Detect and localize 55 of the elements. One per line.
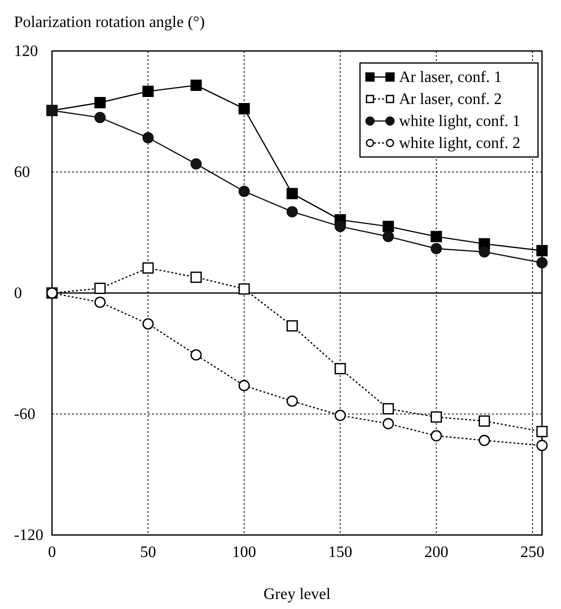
point: [478, 415, 490, 427]
point: [142, 86, 154, 97]
point: [478, 434, 490, 446]
point: [94, 96, 106, 108]
point: [94, 282, 106, 294]
x-tick-label: 50: [140, 544, 156, 561]
point: [430, 430, 442, 442]
point: [382, 418, 394, 430]
point: [286, 395, 298, 407]
point: [238, 186, 250, 198]
x-axis-title: Grey level: [263, 586, 332, 603]
point: [430, 242, 442, 254]
point: [94, 112, 106, 124]
y-tick-label: -60: [14, 406, 36, 423]
legend-label: Ar laser, conf. 2: [399, 91, 502, 108]
point: [430, 230, 442, 242]
point: [536, 257, 548, 268]
y-tick-label: 60: [14, 164, 30, 181]
x-tick-label: 0: [48, 544, 56, 561]
point: [190, 158, 202, 170]
point: [382, 230, 394, 242]
x-tick-label: 200: [424, 544, 448, 561]
point: [536, 440, 548, 452]
point: [238, 103, 250, 114]
point: [142, 318, 154, 330]
point: [286, 188, 298, 200]
point: [190, 272, 202, 283]
point: [190, 349, 202, 361]
point: [536, 426, 548, 438]
point: [382, 403, 394, 414]
point: [286, 206, 298, 218]
point: [334, 362, 346, 374]
point: [238, 283, 250, 295]
x-tick-label: 150: [328, 544, 352, 561]
legend-label: white light, conf. 2: [399, 135, 520, 152]
x-tick-label: 250: [520, 544, 544, 561]
legend-label: white light, conf. 1: [399, 113, 520, 130]
point: [238, 380, 250, 392]
y-tick-label: 120: [14, 43, 38, 60]
y-tick-label: -120: [14, 527, 44, 544]
legend-label: Ar laser, conf. 1: [399, 69, 502, 86]
point: [536, 245, 548, 256]
y-tick-label: 0: [14, 285, 22, 302]
point: [286, 320, 298, 332]
x-tick-label: 100: [232, 544, 256, 561]
point: [334, 220, 346, 232]
point: [334, 410, 346, 422]
y-axis-title: Polarization rotation angle (°): [14, 14, 205, 31]
point: [382, 220, 394, 232]
point: [190, 80, 202, 91]
point: [94, 296, 106, 308]
point: [142, 132, 154, 144]
point: [142, 262, 154, 274]
point: [478, 246, 490, 258]
point: [430, 411, 442, 423]
